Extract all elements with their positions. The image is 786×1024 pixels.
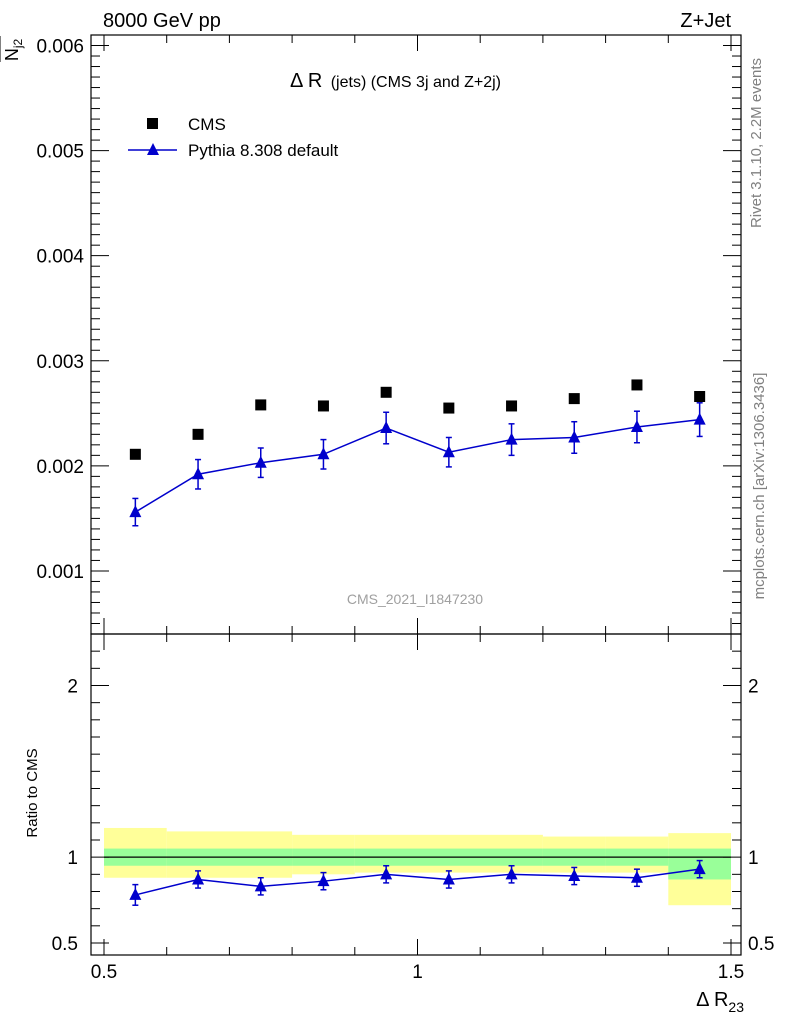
ratio-y-tick-label-left: 0.5 (52, 934, 78, 955)
mc-point (630, 419, 643, 432)
mc-point (380, 421, 393, 434)
cms-data-point (568, 393, 580, 405)
legend: CMS Pythia 8.308 default (128, 115, 339, 160)
ratio-ylabel: Ratio to CMS (24, 748, 41, 837)
mc-point (693, 412, 706, 425)
ratio-y-tick-label-left: 1 (67, 848, 78, 869)
cms-data-point (380, 386, 392, 398)
process-label: Z+Jet (680, 10, 731, 32)
mc-point (129, 505, 142, 518)
main-y-tick-label: 0.006 (36, 37, 84, 58)
ratio-y-tick-label-right: 2 (748, 676, 759, 697)
ratio-mc-point (442, 872, 455, 885)
x-axis-label: Δ R23 (696, 989, 744, 1015)
ratio-mc-point (630, 870, 643, 883)
x-tick-label: 1.5 (718, 962, 744, 983)
plot-title-rest: (jets) (CMS 3j and Z+2j) (331, 74, 501, 91)
ratio-mc-point (254, 879, 267, 892)
main-y-tick-label: 0.002 (36, 457, 84, 478)
ratio-frame (90, 633, 742, 956)
cms-data-point (192, 428, 204, 440)
x-tick-label: 1 (412, 962, 423, 983)
cms-data-point (317, 400, 329, 412)
legend-data-label: CMS (188, 115, 226, 134)
energy-label: 8000 GeV pp (103, 10, 221, 32)
ratio-mc-point (192, 872, 205, 885)
analysis-watermark: CMS_2021_I1847230 (347, 591, 483, 607)
main-ylabel-den-sub: j2 (11, 39, 25, 50)
main-y-tick-label: 0.004 (36, 247, 84, 268)
rivet-side-label: Rivet 3.1.10, 2.2M events (748, 58, 765, 228)
x-axis-label-sub: 23 (728, 999, 744, 1015)
mc-point (568, 430, 581, 443)
ratio-mc-point (129, 887, 142, 900)
plot-title: Δ R (jets) (CMS 3j and Z+2j) (290, 70, 501, 92)
mc-point (317, 447, 330, 460)
ratio-y-tick-label-right: 0.5 (748, 934, 774, 955)
plot-title-main: Δ R (290, 70, 322, 92)
ratio-y-tick-label-right: 1 (748, 848, 759, 869)
main-panel: 0.001 0.002 0.003 0.004 0.005 0.006 (36, 34, 742, 635)
mc-point (192, 467, 205, 480)
ratio-mc-line (135, 868, 700, 896)
cms-data-point (506, 400, 518, 412)
main-y-tick-label: 0.005 (36, 142, 84, 163)
main-ylabel-den-n: N (2, 48, 22, 61)
ratio-mc-point (317, 874, 330, 887)
ratio-mc-point (693, 862, 706, 875)
ratio-mc-point (505, 867, 518, 880)
legend-data-marker (147, 118, 158, 129)
x-axis-label-main: Δ R (696, 989, 728, 1011)
cms-data-point (255, 399, 267, 411)
main-y-tick-label: 0.001 (36, 562, 84, 583)
ratio-y-tick-label-left: 2 (67, 676, 78, 697)
mc-series-line (134, 418, 700, 513)
ratio-panel: 0.5 1 1.50.5 0.51 12 2 (52, 633, 774, 983)
cms-data-point (129, 448, 141, 460)
cms-data-point (694, 391, 706, 403)
main-ylabel: Nj3 Nj2 (0, 36, 25, 62)
x-tick-label: 0.5 (91, 962, 117, 983)
cms-data-point (631, 379, 643, 391)
legend-mc-marker (147, 143, 159, 155)
mc-point (254, 455, 267, 468)
mcplots-side-label: mcplots.cern.ch [arXiv:1306.3436] (751, 373, 768, 600)
ratio-mc-point (568, 869, 581, 882)
main-ylabel-denominator: Nj2 (2, 39, 25, 62)
cms-data-point (443, 402, 455, 414)
mc-point (505, 432, 518, 445)
main-y-tick-label: 0.003 (36, 352, 84, 373)
legend-mc-label: Pythia 8.308 default (188, 141, 339, 160)
ratio-mc-point (380, 867, 393, 880)
mc-point (442, 445, 455, 458)
